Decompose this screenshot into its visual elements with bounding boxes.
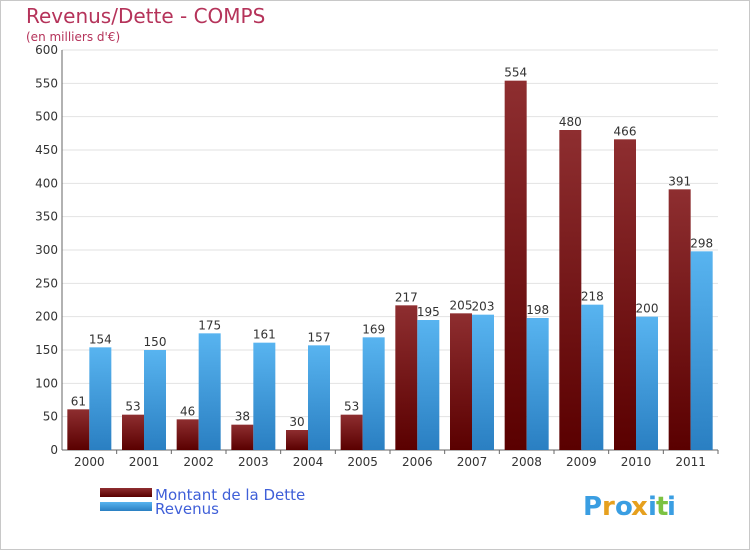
bar-dette	[504, 80, 527, 451]
x-tick-label: 2005	[347, 455, 378, 469]
logo-letter: i	[648, 492, 657, 522]
y-tick-label: 0	[50, 443, 58, 457]
bar-revenus	[89, 347, 112, 450]
chart-subtitle: (en milliers d'€)	[26, 30, 120, 44]
bar-revenus	[144, 350, 166, 450]
bar-revenus	[417, 320, 440, 450]
x-tick-label: 2010	[621, 455, 652, 469]
y-tick-label: 550	[35, 76, 58, 90]
data-label-revenus: 200	[636, 302, 659, 316]
chart-title: Revenus/Dette - COMPS	[26, 4, 265, 28]
bars	[67, 80, 713, 451]
bar-revenus	[526, 318, 549, 450]
bar-revenus	[472, 314, 494, 450]
data-label-revenus: 175	[198, 318, 221, 332]
x-tick-label: 2000	[74, 455, 105, 469]
data-label-dette: 46	[180, 404, 195, 418]
bar-revenus	[362, 337, 385, 450]
legend-label-revenus: Revenus	[155, 500, 219, 518]
axes: 0 50 100 150 200 250 300 350 400 450 500 550 600 2000…	[35, 43, 719, 469]
data-label-dette: 391	[668, 174, 691, 188]
data-label-revenus: 218	[581, 290, 604, 304]
legend-swatch-dette	[100, 488, 152, 497]
bar-dette	[340, 414, 363, 450]
bar-dette	[450, 313, 472, 450]
y-tick-label: 500	[35, 110, 58, 124]
logo-letter: t	[656, 492, 668, 522]
x-tick-label: 2006	[402, 455, 433, 469]
data-label-revenus: 198	[526, 303, 549, 317]
y-tick-label: 250	[35, 276, 58, 290]
x-tick-label: 2011	[675, 455, 706, 469]
data-label-dette: 480	[559, 115, 582, 129]
bar-dette	[231, 424, 254, 450]
data-label-revenus: 195	[417, 305, 440, 319]
logo-letter: x	[631, 492, 648, 522]
bar-dette	[286, 430, 308, 450]
logo-letter: r	[602, 492, 615, 522]
bar-revenus	[308, 345, 330, 450]
x-tick-label: 2008	[511, 455, 542, 469]
bar-dette	[176, 419, 199, 450]
legend-label-dette: Montant de la Dette	[155, 486, 305, 504]
bar-dette	[559, 130, 582, 450]
y-tick-label: 300	[35, 243, 58, 257]
data-label-revenus: 169	[362, 322, 385, 336]
data-label-revenus: 150	[144, 335, 167, 349]
data-label-dette: 53	[125, 400, 140, 414]
data-label-revenus: 298	[690, 236, 713, 250]
bar-dette	[614, 139, 636, 451]
bar-dette	[395, 305, 418, 450]
y-tick-label: 600	[35, 43, 58, 57]
legend-swatch-revenus	[100, 502, 152, 511]
logo-letter: o	[615, 492, 633, 522]
logo-letter: i	[667, 492, 676, 522]
y-tick-label: 150	[35, 343, 58, 357]
data-label-revenus: 154	[89, 332, 112, 346]
y-tick-label: 200	[35, 310, 58, 324]
x-tick-label: 2002	[183, 455, 214, 469]
x-tick-label: 2004	[293, 455, 324, 469]
data-label-revenus: 203	[472, 300, 495, 314]
legend: Montant de la Dette Revenus	[100, 486, 305, 518]
data-label-dette: 205	[450, 298, 473, 312]
bar-revenus	[253, 342, 276, 450]
data-label-dette: 38	[235, 410, 250, 424]
data-label-dette: 466	[614, 124, 637, 138]
bar-dette	[67, 409, 90, 450]
data-label-dette: 53	[344, 400, 359, 414]
bar-dette	[122, 414, 144, 450]
bar-dette	[668, 189, 691, 451]
x-tick-label: 2007	[457, 455, 488, 469]
y-tick-label: 450	[35, 143, 58, 157]
data-label-dette: 30	[289, 415, 304, 429]
logo-letter: P	[583, 492, 602, 522]
bar-revenus	[690, 251, 713, 450]
y-tick-label: 400	[35, 176, 58, 190]
bar-revenus	[198, 333, 221, 450]
x-tick-label: 2009	[566, 455, 597, 469]
x-tick-label: 2001	[129, 455, 160, 469]
y-tick-label: 350	[35, 210, 58, 224]
data-label-revenus: 161	[253, 328, 276, 342]
data-label-dette: 61	[71, 394, 86, 408]
data-label-dette: 217	[395, 290, 418, 304]
x-tick-label: 2003	[238, 455, 269, 469]
y-tick-label: 100	[35, 376, 58, 390]
data-label-dette: 554	[504, 66, 527, 80]
bar-revenus	[581, 304, 604, 450]
data-label-revenus: 157	[308, 330, 331, 344]
y-tick-label: 50	[43, 410, 58, 424]
bar-revenus	[636, 316, 658, 450]
